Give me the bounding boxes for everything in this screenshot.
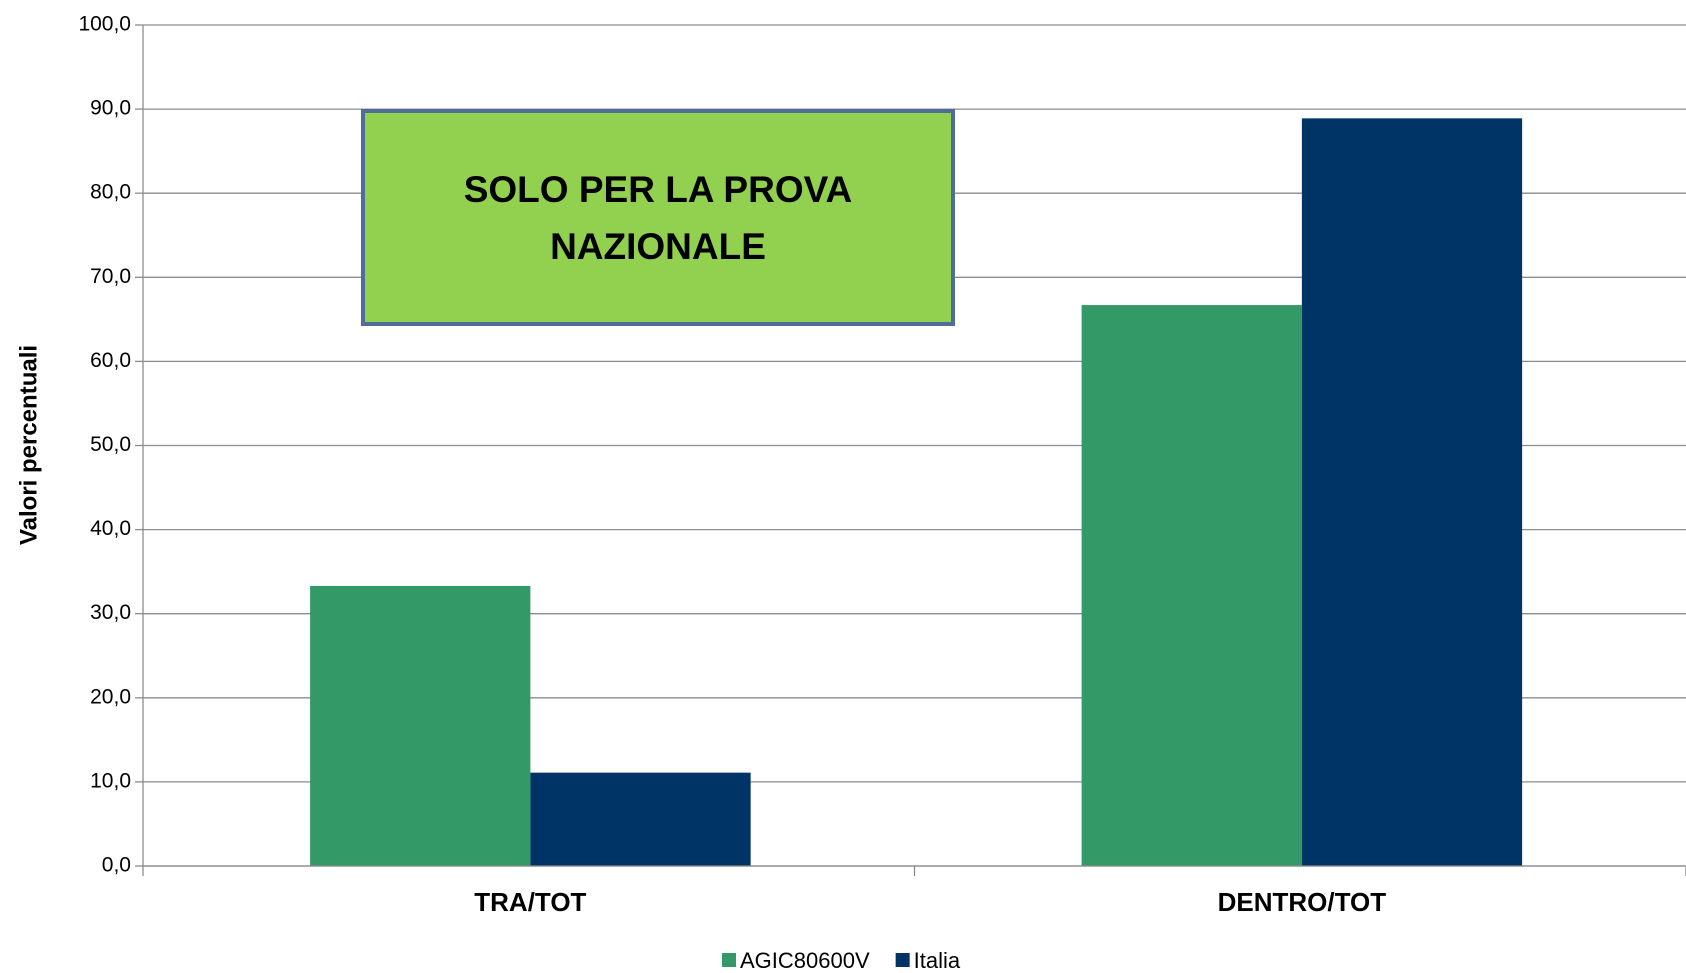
legend-label: Italia	[914, 948, 961, 973]
bar	[1081, 305, 1302, 867]
y-tick-label: 100,0	[78, 13, 131, 36]
bar	[1301, 118, 1523, 866]
y-tick-label: 70,0	[90, 265, 131, 288]
x-tick-label: DENTRO/TOT	[1218, 887, 1387, 917]
y-tick-label: 40,0	[90, 517, 131, 540]
legend-label: AGIC80600V	[740, 948, 870, 973]
y-tick-label: 50,0	[90, 433, 131, 456]
bar	[530, 772, 751, 866]
annotation-text: SOLO PER LA PROVA	[464, 169, 853, 210]
annotation-text: NAZIONALE	[550, 226, 766, 267]
legend-swatch	[895, 953, 910, 967]
annotation-box	[361, 109, 955, 326]
legend-swatch	[722, 953, 736, 967]
y-tick-label: 90,0	[90, 97, 131, 120]
y-tick-label: 60,0	[90, 349, 131, 372]
y-tick-label: 10,0	[90, 769, 131, 792]
legend: AGIC80600V Italia	[722, 948, 961, 973]
y-tick-label: 30,0	[90, 601, 131, 624]
y-tick-label: 20,0	[90, 685, 131, 708]
y-tick-label: 0,0	[102, 854, 131, 877]
bar	[310, 585, 531, 866]
y-tick-label: 80,0	[90, 181, 131, 204]
y-axis-label: Valori percentuali	[15, 345, 42, 545]
x-tick-label: TRA/TOT	[474, 887, 586, 917]
